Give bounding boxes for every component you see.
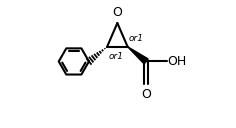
Text: or1: or1	[108, 52, 123, 61]
Text: OH: OH	[167, 55, 186, 68]
Text: or1: or1	[129, 34, 144, 43]
Text: O: O	[141, 88, 151, 101]
Text: O: O	[112, 6, 122, 19]
Polygon shape	[128, 47, 148, 64]
